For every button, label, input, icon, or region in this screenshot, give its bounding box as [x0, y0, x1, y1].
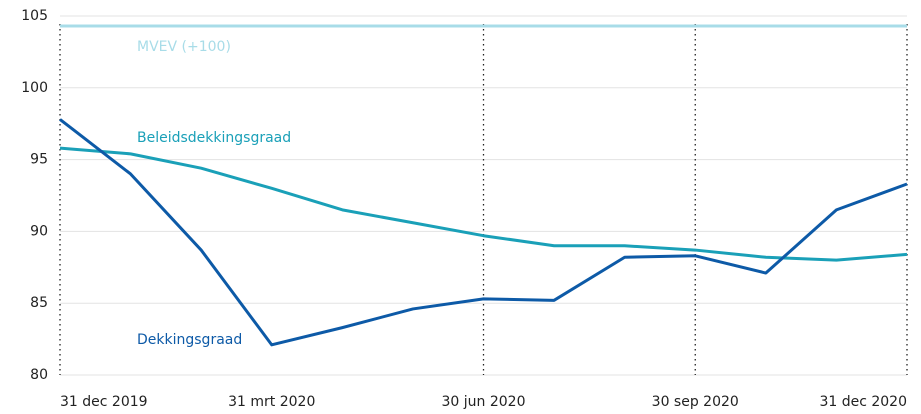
series-label: Beleidsdekkingsgraad — [137, 130, 291, 146]
x-tick-label: 30 jun 2020 — [442, 394, 526, 410]
x-tick-label: 31 dec 2020 — [819, 394, 907, 410]
y-tick-label: 85 — [30, 295, 48, 311]
y-tick-label: 80 — [30, 367, 48, 383]
line-series — [59, 146, 908, 262]
x-tick-label: 31 dec 2019 — [60, 394, 148, 410]
y-tick-label: 95 — [30, 152, 48, 168]
series-label: Dekkingsgraad — [137, 332, 242, 348]
line-series — [59, 118, 908, 347]
y-tick-label: 105 — [21, 8, 48, 24]
x-tick-label: 31 mrt 2020 — [228, 394, 315, 410]
x-tick-label: 30 sep 2020 — [652, 394, 739, 410]
y-tick-label: 100 — [21, 80, 48, 96]
reference-label: MVEV (+100) — [137, 39, 231, 55]
y-tick-label: 90 — [30, 223, 48, 239]
